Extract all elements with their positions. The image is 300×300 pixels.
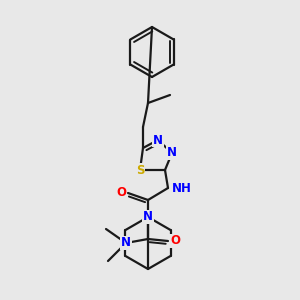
Text: N: N [143,211,153,224]
Text: N: N [121,236,131,250]
Text: O: O [116,187,126,200]
Text: N: N [153,134,163,146]
Text: O: O [170,235,180,248]
Text: S: S [136,164,144,176]
Text: N: N [167,146,177,160]
Text: NH: NH [172,182,192,194]
